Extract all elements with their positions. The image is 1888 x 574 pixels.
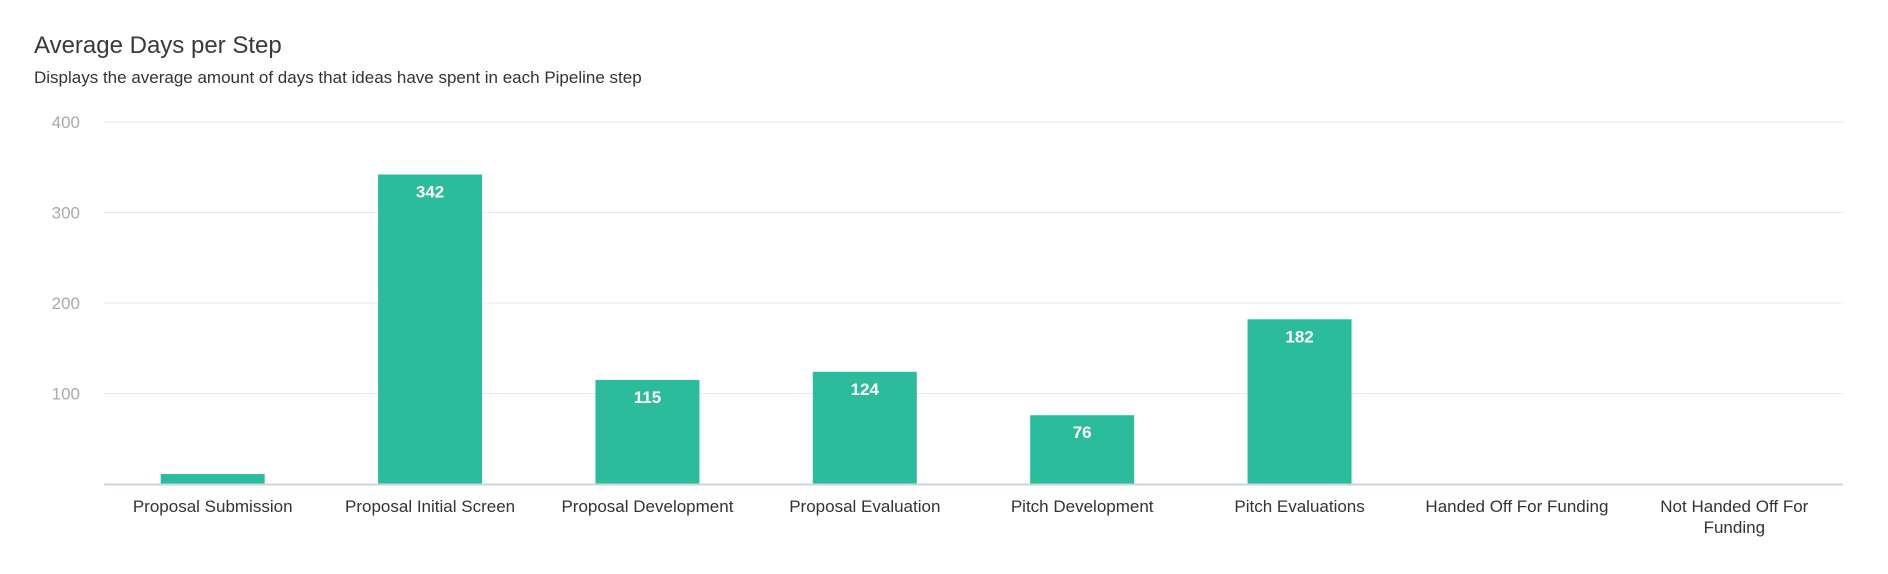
data-label: 115 — [634, 388, 661, 407]
bar — [1030, 415, 1135, 484]
y-tick-label: 400 — [52, 113, 80, 132]
y-tick-label: 300 — [52, 204, 80, 223]
chart-subtitle: Displays the average amount of days that… — [34, 68, 642, 87]
x-tick-label: Proposal Development — [561, 497, 733, 516]
y-tick-label: 100 — [52, 385, 80, 404]
bar — [160, 474, 265, 484]
x-tick-label: Not Handed Off For Funding — [1660, 497, 1808, 537]
data-label: 124 — [851, 380, 880, 399]
data-label: 76 — [1073, 423, 1092, 442]
x-tick-label: Proposal Submission — [133, 497, 293, 516]
x-tick-label: Pitch Development — [1011, 497, 1154, 516]
x-tick-label: Proposal Initial Screen — [345, 497, 515, 516]
chart-title: Average Days per Step — [34, 32, 282, 59]
bar — [812, 371, 917, 484]
data-label: 182 — [1285, 327, 1313, 346]
bar — [595, 379, 700, 484]
bar — [1247, 319, 1352, 484]
x-tick-label: Pitch Evaluations — [1234, 497, 1364, 516]
data-label: 342 — [416, 182, 444, 201]
y-tick-label: 200 — [52, 294, 80, 313]
x-tick-label: Proposal Evaluation — [789, 497, 940, 516]
bar — [378, 174, 483, 485]
x-tick-label: Handed Off For Funding — [1425, 497, 1608, 516]
